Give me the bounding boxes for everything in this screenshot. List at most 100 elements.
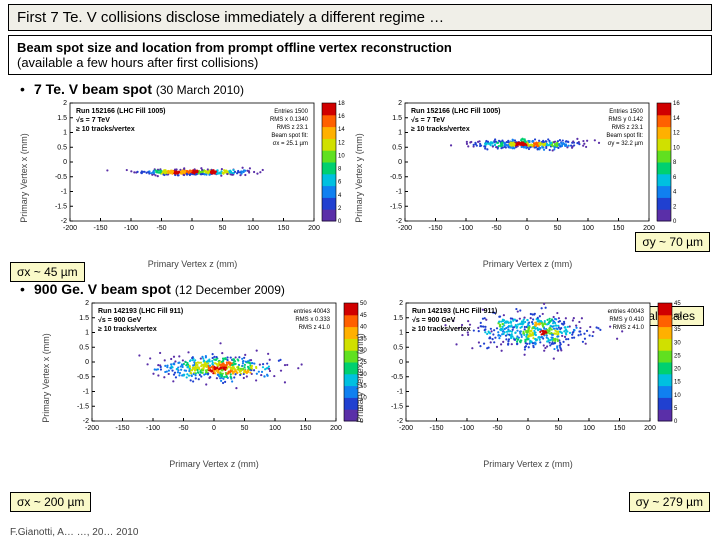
svg-text:Run 142193 (LHC Fill 911): Run 142193 (LHC Fill 911) <box>98 308 183 315</box>
bullet-dot-icon: • <box>20 281 34 297</box>
svg-text:0: 0 <box>338 219 342 225</box>
svg-text:-100: -100 <box>146 425 160 432</box>
svg-text:-200: -200 <box>62 225 76 232</box>
sigma-bottom-left: σx ~ 200 µm <box>10 492 91 512</box>
sigma-top-left: σx ~ 45 µm <box>10 262 85 282</box>
svg-text:6: 6 <box>338 180 342 186</box>
scatter-plot-top-left: -200-150-100-50050100150200-2-1.5-1-0.50… <box>38 99 346 257</box>
svg-text:-2: -2 <box>395 218 401 225</box>
sigma-bottom-left-text: σx ~ 200 µm <box>17 495 84 509</box>
x-axis-label: Primary Vertex z (mm) <box>148 259 238 269</box>
svg-text:RMS z 41.0: RMS z 41.0 <box>613 325 645 331</box>
svg-text:-0.5: -0.5 <box>54 174 66 181</box>
svg-text:200: 200 <box>308 225 320 232</box>
svg-text:-200: -200 <box>397 225 411 232</box>
svg-text:Run 152166 (LHC Fill 1005): Run 152166 (LHC Fill 1005) <box>76 108 165 115</box>
svg-text:-50: -50 <box>178 425 188 432</box>
svg-text:-1: -1 <box>395 189 401 196</box>
svg-text:√s = 900 GeV: √s = 900 GeV <box>98 316 142 324</box>
svg-text:0: 0 <box>212 425 216 432</box>
svg-text:-0.5: -0.5 <box>77 374 89 381</box>
svg-text:200: 200 <box>330 425 342 432</box>
svg-text:100: 100 <box>583 425 595 432</box>
x-axis-label: Primary Vertex z (mm) <box>483 459 573 469</box>
svg-text:√s = 900 GeV: √s = 900 GeV <box>412 316 456 324</box>
subtitle-line2: (available a few hours after first colli… <box>17 55 703 70</box>
slide-title: First 7 Te. V collisions disclose immedi… <box>8 4 712 31</box>
svg-text:45: 45 <box>674 301 681 307</box>
y-axis-label: Primary Vertex x (mm) <box>41 333 51 423</box>
svg-text:40: 40 <box>360 325 367 331</box>
svg-text:100: 100 <box>269 425 281 432</box>
svg-text:RMS z 41.0: RMS z 41.0 <box>299 325 331 331</box>
svg-text:0: 0 <box>85 359 89 366</box>
svg-text:4: 4 <box>673 190 677 196</box>
svg-text:-150: -150 <box>93 225 107 232</box>
plot-wrap-bottom-right: Primary Vertex y (mm)-200-150-100-500501… <box>374 299 682 457</box>
svg-text:RMS y 0.142: RMS y 0.142 <box>608 117 643 123</box>
svg-text:-0.5: -0.5 <box>391 374 403 381</box>
svg-text:-100: -100 <box>460 425 474 432</box>
svg-text:1: 1 <box>63 130 67 137</box>
svg-text:10: 10 <box>338 153 345 159</box>
svg-text:1: 1 <box>398 130 402 137</box>
y-axis-label: Primary Vertex y (mm) <box>355 333 365 423</box>
svg-text:-1: -1 <box>397 389 403 396</box>
sigma-bottom-right: σy ~ 279 µm <box>629 492 710 512</box>
svg-text:-200: -200 <box>399 425 413 432</box>
svg-text:-150: -150 <box>115 425 129 432</box>
scatter-plot-top-right: -200-150-100-50050100150200-2-1.5-1-0.50… <box>373 99 681 257</box>
svg-text:14: 14 <box>673 116 680 122</box>
svg-text:0: 0 <box>398 159 402 166</box>
y-axis-label: Primary Vertex y (mm) <box>354 133 364 223</box>
svg-text:-50: -50 <box>156 225 166 232</box>
svg-text:2: 2 <box>338 206 342 212</box>
svg-text:≥ 10 tracks/vertex: ≥ 10 tracks/vertex <box>412 326 471 333</box>
bullet-2-label: 900 Ge. V beam spot <box>34 281 175 297</box>
svg-text:50: 50 <box>555 425 563 432</box>
svg-text:8: 8 <box>338 167 342 173</box>
svg-text:-1.5: -1.5 <box>389 203 401 210</box>
svg-text:200: 200 <box>644 425 656 432</box>
subtitle-line1: Beam spot size and location from prompt … <box>17 40 703 55</box>
plot-wrap-top-left: Primary Vertex x (mm)-200-150-100-500501… <box>38 99 348 257</box>
svg-text:0: 0 <box>673 219 677 225</box>
svg-text:-200: -200 <box>85 425 99 432</box>
svg-text:≥ 10 tracks/vertex: ≥ 10 tracks/vertex <box>411 126 470 133</box>
x-axis-label: Primary Vertex z (mm) <box>483 259 573 269</box>
svg-text:-150: -150 <box>429 425 443 432</box>
svg-text:1.5: 1.5 <box>393 315 403 322</box>
svg-text:16: 16 <box>338 114 345 120</box>
svg-text:0.5: 0.5 <box>393 344 403 351</box>
plot-wrap-bottom-left: Primary Vertex x (mm)-200-150-100-500501… <box>60 299 368 457</box>
svg-text:4: 4 <box>338 193 342 199</box>
svg-text:12: 12 <box>673 131 680 137</box>
bottom-plots-row: Primary Vertex x (mm)-200-150-100-500501… <box>0 299 720 457</box>
svg-text:50: 50 <box>360 301 367 307</box>
svg-text:≥ 10 tracks/vertex: ≥ 10 tracks/vertex <box>98 326 157 333</box>
svg-text:-2: -2 <box>397 418 403 425</box>
svg-text:45: 45 <box>360 313 367 319</box>
svg-text:18: 18 <box>338 101 345 107</box>
svg-text:100: 100 <box>582 225 594 232</box>
svg-text:-150: -150 <box>428 225 442 232</box>
svg-text:20: 20 <box>674 367 681 373</box>
svg-text:0: 0 <box>674 419 678 425</box>
svg-text:-1.5: -1.5 <box>391 403 403 410</box>
svg-text:150: 150 <box>612 225 624 232</box>
svg-text:-100: -100 <box>458 225 472 232</box>
svg-text:30: 30 <box>674 340 681 346</box>
svg-text:RMS z 23.1: RMS z 23.1 <box>611 125 643 131</box>
svg-text:entries 40043: entries 40043 <box>294 309 331 315</box>
svg-text:Beam spot fit:: Beam spot fit: <box>606 133 643 139</box>
svg-text:-2: -2 <box>60 218 66 225</box>
svg-text:-1.5: -1.5 <box>54 203 66 210</box>
svg-text:≥ 10 tracks/vertex: ≥ 10 tracks/vertex <box>76 126 135 133</box>
sigma-top-right-text: σy ~ 70 µm <box>642 235 703 249</box>
svg-text:1.5: 1.5 <box>79 315 89 322</box>
svg-text:-1: -1 <box>83 389 89 396</box>
slide-title-text: First 7 Te. V collisions disclose immedi… <box>17 9 444 26</box>
svg-text:40: 40 <box>674 314 681 320</box>
bullet-1-paren: (30 March 2010) <box>156 83 244 97</box>
svg-text:Entries 1500: Entries 1500 <box>609 109 643 115</box>
